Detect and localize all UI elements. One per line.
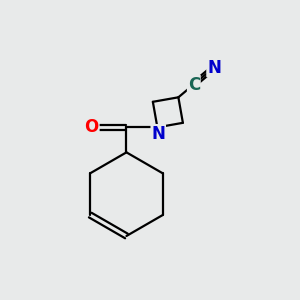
Text: N: N — [151, 125, 165, 143]
Text: C: C — [188, 76, 200, 94]
Text: N: N — [207, 58, 221, 76]
Text: O: O — [85, 118, 99, 136]
